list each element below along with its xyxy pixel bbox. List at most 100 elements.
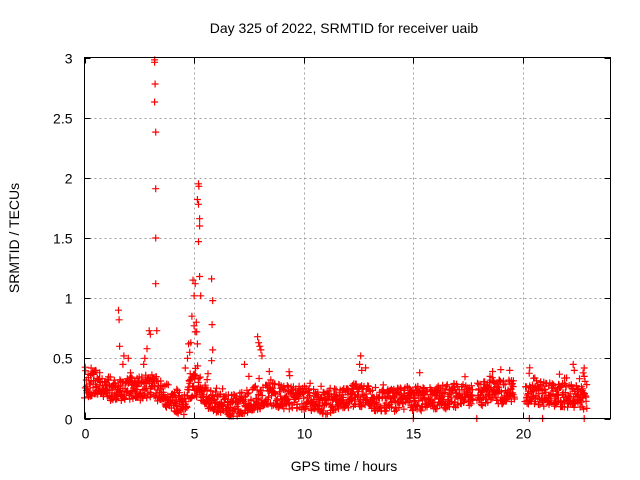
data-point xyxy=(339,393,347,401)
data-point xyxy=(163,380,171,388)
y-tick-label: 2 xyxy=(65,171,73,187)
data-point xyxy=(152,128,160,136)
data-point xyxy=(164,381,172,389)
data-point xyxy=(569,360,577,368)
grid-lines xyxy=(84,57,611,419)
data-point xyxy=(443,381,451,389)
data-point xyxy=(106,373,114,381)
data-point xyxy=(487,396,495,404)
data-point xyxy=(143,345,151,353)
data-point xyxy=(461,373,469,381)
data-point xyxy=(190,292,198,300)
x-tick-label: 5 xyxy=(191,426,199,442)
data-point xyxy=(539,390,547,398)
data-point xyxy=(506,366,514,374)
data-point xyxy=(431,395,439,403)
data-point xyxy=(522,383,530,391)
data-point xyxy=(443,382,450,390)
data-point xyxy=(221,393,229,401)
data-point xyxy=(323,399,330,407)
data-point xyxy=(509,377,517,385)
data-point xyxy=(577,398,585,406)
data-point xyxy=(579,369,587,377)
data-point xyxy=(306,379,314,387)
data-point xyxy=(477,389,485,396)
data-point xyxy=(116,388,124,396)
data-points xyxy=(81,56,591,422)
data-point xyxy=(364,382,372,390)
data-point xyxy=(372,384,379,391)
data-point xyxy=(354,388,362,396)
data-point xyxy=(441,385,449,393)
data-point xyxy=(180,411,188,418)
data-point xyxy=(272,390,279,398)
data-point xyxy=(580,364,588,372)
data-point xyxy=(554,391,562,399)
data-point xyxy=(87,364,95,372)
data-point xyxy=(301,388,309,396)
data-point xyxy=(195,238,202,246)
data-point xyxy=(583,404,591,412)
data-point xyxy=(203,386,211,394)
data-point xyxy=(344,404,352,412)
data-point xyxy=(510,393,518,401)
data-point xyxy=(344,386,352,394)
data-point xyxy=(563,374,571,382)
data-point xyxy=(255,339,263,347)
data-point xyxy=(486,372,494,380)
data-point xyxy=(219,385,227,393)
data-point xyxy=(115,306,122,314)
x-tick-label: 10 xyxy=(297,426,313,442)
data-point xyxy=(212,388,219,396)
data-point xyxy=(238,388,246,396)
data-point xyxy=(240,393,248,401)
data-point xyxy=(467,400,475,408)
data-point xyxy=(526,364,534,372)
data-point xyxy=(188,312,196,320)
data-point xyxy=(253,395,261,403)
data-point xyxy=(209,297,217,305)
data-point xyxy=(481,378,489,386)
data-point xyxy=(388,398,396,406)
data-point xyxy=(193,196,201,203)
data-point xyxy=(184,354,191,362)
data-point xyxy=(152,234,160,242)
x-tick-label: 20 xyxy=(516,426,532,442)
data-point xyxy=(404,399,412,407)
data-point xyxy=(143,394,151,402)
data-point xyxy=(152,185,160,193)
data-point xyxy=(583,381,591,389)
data-point xyxy=(556,370,563,378)
data-point xyxy=(540,402,548,410)
data-point xyxy=(395,404,403,412)
data-point xyxy=(90,377,97,385)
data-point xyxy=(416,369,424,377)
data-point xyxy=(216,391,224,399)
data-point xyxy=(128,391,136,399)
data-point xyxy=(188,392,196,400)
data-point xyxy=(565,394,573,402)
data-point xyxy=(93,383,101,390)
data-point xyxy=(82,367,90,375)
data-point xyxy=(258,392,266,399)
data-point xyxy=(423,388,431,395)
data-point xyxy=(196,215,204,223)
x-axis-label: GPS time / hours xyxy=(291,458,398,474)
data-point xyxy=(281,386,289,394)
data-point xyxy=(151,80,159,88)
data-point xyxy=(189,276,197,284)
data-point xyxy=(491,380,499,388)
y-tick-label: 2.5 xyxy=(53,111,73,127)
data-point xyxy=(195,200,202,208)
data-point xyxy=(433,405,441,413)
data-point xyxy=(96,369,104,377)
y-tick-label: 3 xyxy=(65,51,73,67)
y-tick-label: 0.5 xyxy=(53,351,73,367)
data-point xyxy=(582,393,590,401)
data-point xyxy=(140,360,148,368)
data-point xyxy=(148,371,156,379)
data-point xyxy=(349,381,356,389)
data-point xyxy=(203,376,211,384)
data-point xyxy=(127,369,134,377)
data-point xyxy=(323,410,331,418)
